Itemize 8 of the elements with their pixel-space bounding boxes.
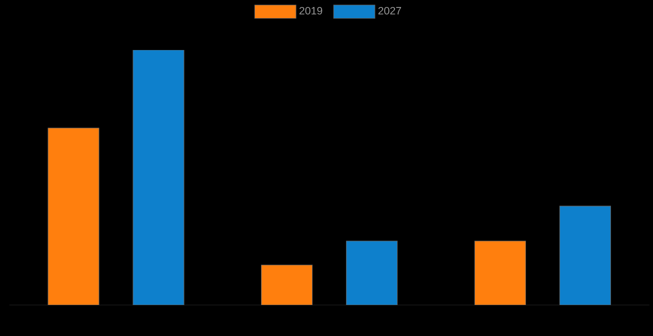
bar <box>346 240 398 305</box>
bar <box>474 240 526 305</box>
legend-label: 2019 <box>299 6 322 14</box>
legend-label: 2027 <box>378 6 402 14</box>
bar <box>261 264 313 305</box>
bar <box>559 206 611 305</box>
bar <box>132 50 184 305</box>
bar <box>48 128 100 305</box>
